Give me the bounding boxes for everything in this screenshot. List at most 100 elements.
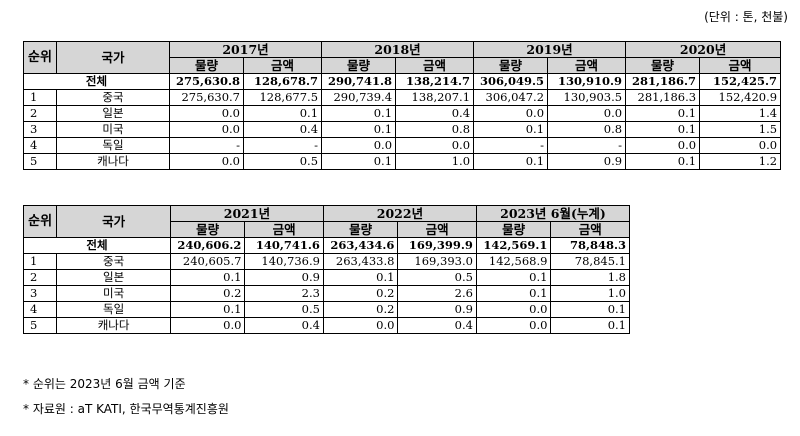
value-cell: 0.2 (169, 285, 246, 302)
value-cell: 0.9 (397, 301, 477, 318)
amount-header: 금액 (244, 221, 324, 238)
value-cell: 0.1 (321, 153, 397, 170)
amount-header: 금액 (699, 57, 782, 74)
value-cell: 0.4 (242, 121, 323, 138)
value-cell: 263,433.8 (322, 253, 399, 270)
year-header: 2021년 (169, 205, 324, 222)
footnote-rank-basis: * 순위는 2023년 6월 금액 기준 (23, 377, 186, 391)
country-cell: 중국 (56, 89, 170, 106)
amount-header: 금액 (397, 221, 477, 238)
value-cell: 128,677.5 (242, 89, 323, 106)
value-cell: 0.4 (244, 317, 324, 334)
value-cell: 0.2 (322, 285, 399, 302)
total-cell: 78,848.3 (550, 237, 630, 254)
table-row: 3 미국 0.2 2.3 0.2 2.6 0.1 1.0 (22, 285, 630, 302)
year-header: 2017년 (168, 41, 323, 58)
country-cell: 미국 (56, 121, 170, 138)
rank-cell: 1 (23, 89, 57, 106)
total-row: 전체 240,606.2 140,741.6 263,434.6 169,399… (23, 237, 630, 254)
volume-header: 물량 (322, 221, 399, 238)
volume-header: 물량 (169, 221, 246, 238)
table-row: 4 독일 - - 0.0 0.0 - - 0.0 0.0 (23, 137, 782, 154)
year-header: 2023년 6월(누계) (475, 205, 631, 222)
value-cell: 0.0 (475, 301, 552, 318)
total-cell: 281,186.7 (625, 73, 701, 90)
value-cell: 0.2 (322, 301, 399, 318)
value-cell: 142,568.9 (475, 253, 552, 270)
country-cell: 독일 (56, 301, 171, 318)
country-header: 국가 (56, 205, 171, 238)
value-cell: - (242, 137, 323, 154)
year-header: 2022년 (322, 205, 477, 222)
value-cell: 0.0 (699, 137, 782, 154)
value-cell: - (169, 137, 244, 154)
value-cell: 0.1 (475, 285, 552, 302)
table-row: 2 일본 0.1 0.9 0.1 0.5 0.1 1.8 (22, 269, 630, 286)
year-header: 2020년 (625, 41, 782, 58)
value-cell: - (473, 137, 549, 154)
total-cell: 240,606.2 (169, 237, 246, 254)
value-cell: 0.9 (244, 269, 324, 286)
value-cell: 1.4 (699, 105, 782, 122)
country-cell: 캐나다 (56, 153, 170, 170)
amount-header: 금액 (395, 57, 475, 74)
value-cell: 0.0 (473, 105, 549, 122)
value-cell: 0.4 (397, 317, 477, 334)
value-cell: 0.1 (625, 153, 701, 170)
value-cell: 0.0 (322, 317, 399, 334)
value-cell: 169,393.0 (397, 253, 477, 270)
value-cell: 0.9 (547, 153, 627, 170)
value-cell: 0.0 (169, 105, 244, 122)
total-label: 전체 (23, 73, 170, 90)
value-cell: 0.1 (473, 121, 549, 138)
value-cell: 0.0 (395, 137, 475, 154)
value-cell: 0.5 (397, 269, 477, 286)
rank-header: 순위 (23, 41, 57, 74)
value-cell: 275,630.7 (169, 89, 244, 106)
value-cell: 1.2 (699, 153, 782, 170)
value-cell: 281,186.3 (625, 89, 701, 106)
value-cell: 138,207.1 (395, 89, 475, 106)
value-cell: 0.1 (169, 269, 246, 286)
value-cell: 0.8 (395, 121, 475, 138)
total-cell: 263,434.6 (322, 237, 399, 254)
amount-header: 금액 (242, 57, 323, 74)
table-row: 1 중국 240,605.7 140,736.9 263,433.8 169,3… (22, 253, 630, 270)
value-cell: 130,903.5 (547, 89, 627, 106)
table-row: 4 독일 0.1 0.5 0.2 0.9 0.0 0.1 (22, 301, 630, 318)
year-header: 2018년 (321, 41, 475, 58)
total-cell: 130,910.9 (547, 73, 627, 90)
value-cell: 0.1 (321, 121, 397, 138)
rank-cell: 5 (23, 153, 57, 170)
value-cell: 1.0 (395, 153, 475, 170)
country-cell: 일본 (56, 269, 171, 286)
value-cell: 0.0 (169, 153, 244, 170)
export-table-2017-2020: 순위 국가 2017년 2018년 2019년 2020년 물량 금액 물량 금… (23, 41, 782, 170)
rank-cell: 4 (23, 137, 57, 154)
total-cell: 140,741.6 (244, 237, 324, 254)
value-cell: 0.1 (625, 105, 701, 122)
value-cell: 78,845.1 (550, 253, 630, 270)
value-cell: 0.8 (547, 121, 627, 138)
rank-cell: 2 (22, 269, 58, 286)
value-cell: 0.0 (169, 317, 246, 334)
table-row: 1 중국 275,630.7 128,677.5 290,739.4 138,2… (23, 89, 782, 106)
value-cell: 140,736.9 (244, 253, 324, 270)
value-cell: 1.8 (550, 269, 630, 286)
country-cell: 일본 (56, 105, 170, 122)
total-row: 전체 275,630.8 128,678.7 290,741.8 138,214… (23, 73, 782, 90)
value-cell: 0.1 (475, 269, 552, 286)
country-cell: 캐나다 (56, 317, 171, 334)
year-header: 2019년 (473, 41, 627, 58)
amount-header: 금액 (547, 57, 627, 74)
value-cell: 2.3 (244, 285, 324, 302)
value-cell: 0.5 (242, 153, 323, 170)
value-cell: 0.1 (321, 105, 397, 122)
value-cell: 0.1 (322, 269, 399, 286)
table-row: 2 일본 0.0 0.1 0.1 0.4 0.0 0.0 0.1 1.4 (23, 105, 782, 122)
total-cell: 152,425.7 (699, 73, 782, 90)
value-cell: 0.0 (547, 105, 627, 122)
value-cell: 0.0 (475, 317, 552, 334)
value-cell: 0.4 (395, 105, 475, 122)
total-cell: 138,214.7 (395, 73, 475, 90)
